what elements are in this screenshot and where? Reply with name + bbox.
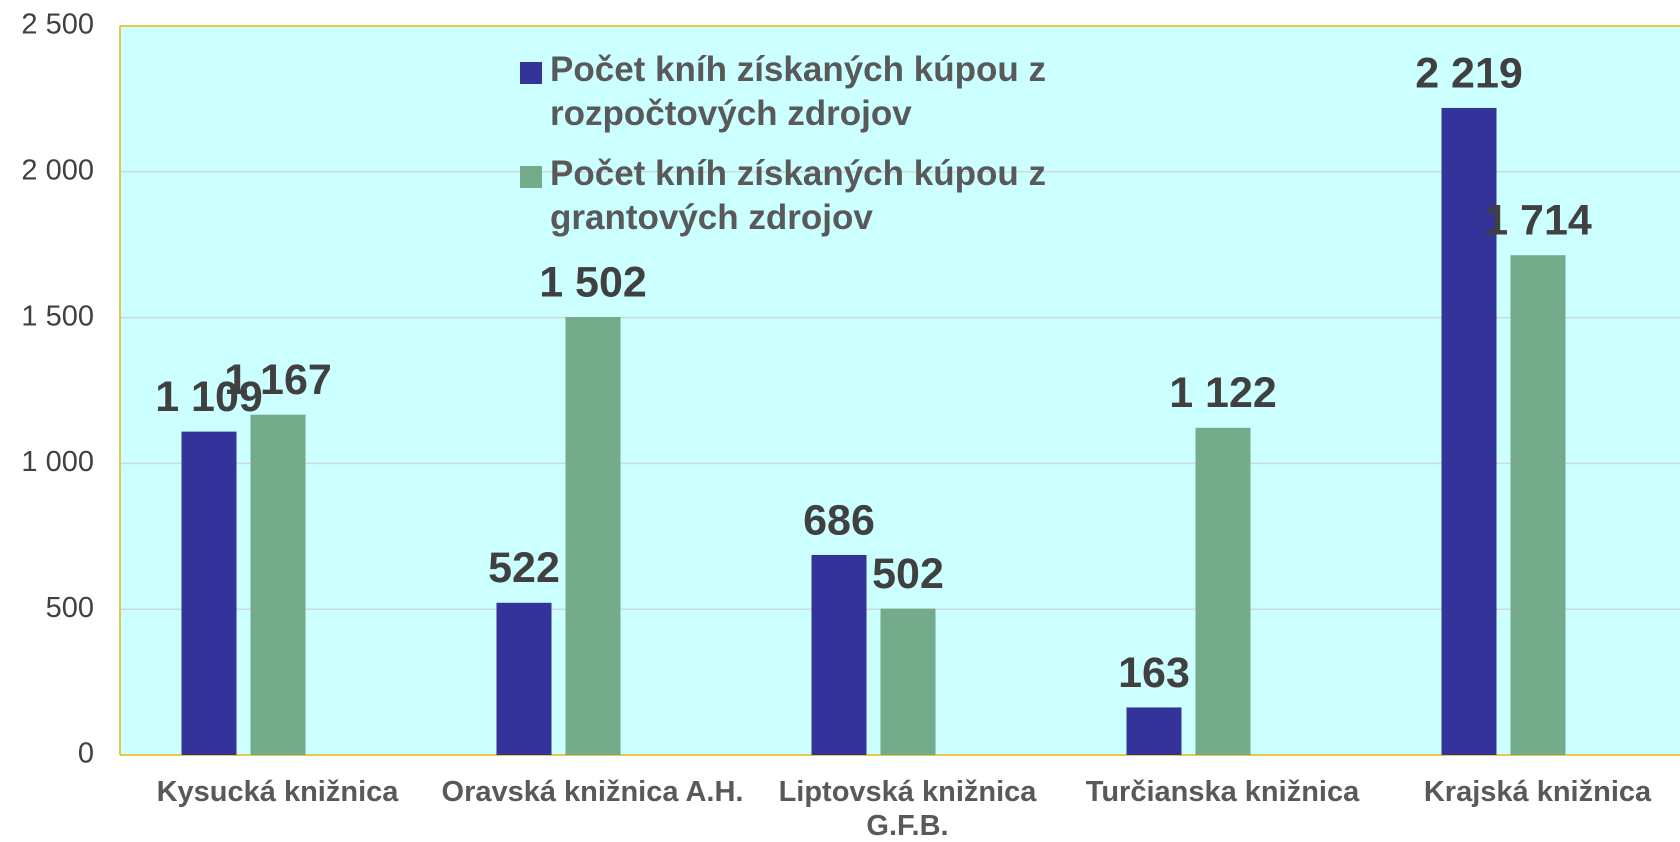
data-label: 163: [1118, 649, 1190, 697]
legend: Počet kníh získaných kúpou z rozpočtovýc…: [520, 48, 1140, 256]
data-label: 1 109: [155, 373, 263, 421]
y-tick-label: 500: [46, 592, 94, 624]
data-label: 2 219: [1415, 49, 1523, 97]
data-label: 522: [488, 544, 560, 592]
data-label: 686: [803, 496, 875, 544]
x-tick-label: Krajská knižnica: [1423, 776, 1652, 808]
data-label: 1 502: [539, 258, 647, 306]
bar: [1195, 427, 1251, 755]
bar: [811, 554, 867, 755]
x-tick-label: Oravská knižnica A.H.: [441, 776, 744, 808]
y-tick-label: 0: [78, 738, 94, 770]
y-tick-label: 2 000: [21, 154, 94, 186]
bar: [496, 602, 552, 755]
x-tick-label: Turčianska knižnica: [1085, 776, 1360, 808]
data-label: 1 167: [224, 356, 332, 404]
legend-swatch: [520, 166, 542, 188]
legend-item: Počet kníh získaných kúpou z rozpočtovýc…: [520, 48, 1140, 136]
data-label: 1 714: [1484, 197, 1592, 245]
y-tick-label: 1 000: [21, 446, 94, 478]
y-tick-label: 1 500: [21, 300, 94, 332]
bar: [880, 608, 936, 755]
legend-swatch: [520, 62, 542, 84]
bar: [1126, 707, 1182, 755]
bar: [565, 317, 621, 755]
x-tick-label: Kysucká knižnica: [156, 776, 399, 808]
bar: [1441, 107, 1497, 756]
data-label: 502: [872, 550, 944, 598]
x-tick-label: Liptovská knižnica G.F.B.: [778, 776, 1037, 842]
data-label: 1 122: [1169, 369, 1277, 417]
bar: [181, 431, 237, 755]
bar: [250, 414, 306, 755]
y-tick-label: 2 500: [21, 9, 94, 41]
legend-item: Počet kníh získaných kúpou z grantových …: [520, 152, 1140, 240]
bar: [1510, 255, 1566, 755]
